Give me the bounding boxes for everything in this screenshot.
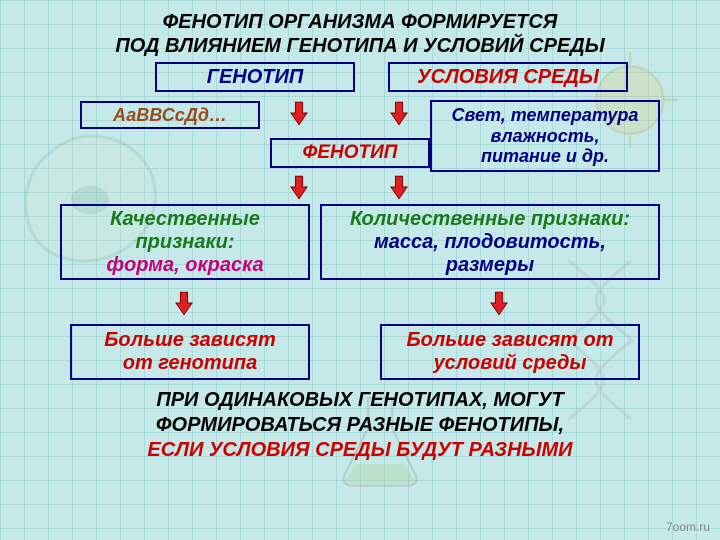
down-arrow-icon: [390, 100, 408, 126]
dep-env-2: условий среды: [434, 352, 587, 375]
dep-env-1: Больше зависят от: [406, 329, 613, 352]
footer-line-1: ПРИ ОДИНАКОВЫХ ГЕНОТИПАХ, МОГУТ: [156, 389, 563, 411]
box-environment: УСЛОВИЯ СРЕДЫ: [388, 62, 628, 92]
env-detail-1: Свет, температура: [452, 105, 639, 126]
box-genotype-label: ГЕНОТИП: [207, 66, 304, 89]
box-alleles: АаВВСсДд…: [80, 101, 260, 129]
diagram-content: ФЕНОТИП ОРГАНИЗМА ФОРМИРУЕТСЯ ПОД ВЛИЯНИ…: [0, 0, 720, 540]
box-depends-environment: Больше зависят от условий среды: [380, 324, 640, 380]
quantitative-value-1: масса, плодовитость,: [374, 231, 606, 254]
box-environment-detail: Свет, температура влажность, питание и д…: [430, 100, 660, 172]
footer-line-3: ЕСЛИ УСЛОВИЯ СРЕДЫ БУДУТ РАЗНЫМИ: [147, 439, 572, 461]
qualitative-label: Качественные признаки:: [66, 208, 304, 254]
dep-geno-2: от генотипа: [123, 352, 258, 375]
title-line-1: ФЕНОТИП ОРГАНИЗМА ФОРМИРУЕТСЯ: [163, 11, 558, 33]
dep-geno-1: Больше зависят: [104, 329, 275, 352]
box-environment-label: УСЛОВИЯ СРЕДЫ: [417, 66, 599, 89]
quantitative-value-2: размеры: [446, 254, 535, 277]
footer-line-2: ФОРМИРОВАТЬСЯ РАЗНЫЕ ФЕНОТИПЫ,: [156, 414, 564, 436]
box-depends-genotype: Больше зависят от генотипа: [70, 324, 310, 380]
title-line-2: ПОД ВЛИЯНИЕМ ГЕНОТИПА И УСЛОВИЙ СРЕДЫ: [115, 35, 604, 57]
down-arrow-icon: [490, 290, 508, 316]
down-arrow-icon: [290, 100, 308, 126]
footer-conclusion: ПРИ ОДИНАКОВЫХ ГЕНОТИПАХ, МОГУТ ФОРМИРОВ…: [100, 388, 620, 463]
box-genotype: ГЕНОТИП: [155, 62, 355, 92]
box-qualitative: Качественные признаки: форма, окраска: [60, 204, 310, 280]
main-title: ФЕНОТИП ОРГАНИЗМА ФОРМИРУЕТСЯ ПОД ВЛИЯНИ…: [0, 10, 720, 58]
box-phenotype: ФЕНОТИП: [270, 138, 430, 168]
watermark: 7oom.ru: [666, 520, 710, 534]
down-arrow-icon: [390, 174, 408, 200]
box-alleles-label: АаВВСсДд…: [113, 105, 227, 126]
down-arrow-icon: [290, 174, 308, 200]
qualitative-value: форма, окраска: [106, 254, 263, 277]
env-detail-2: влажность,: [491, 126, 600, 147]
box-quantitative: Количественные признаки: масса, плодовит…: [320, 204, 660, 280]
env-detail-3: питание и др.: [481, 146, 609, 167]
down-arrow-icon: [175, 290, 193, 316]
box-phenotype-label: ФЕНОТИП: [303, 142, 398, 164]
quantitative-label: Количественные признаки:: [350, 208, 630, 231]
